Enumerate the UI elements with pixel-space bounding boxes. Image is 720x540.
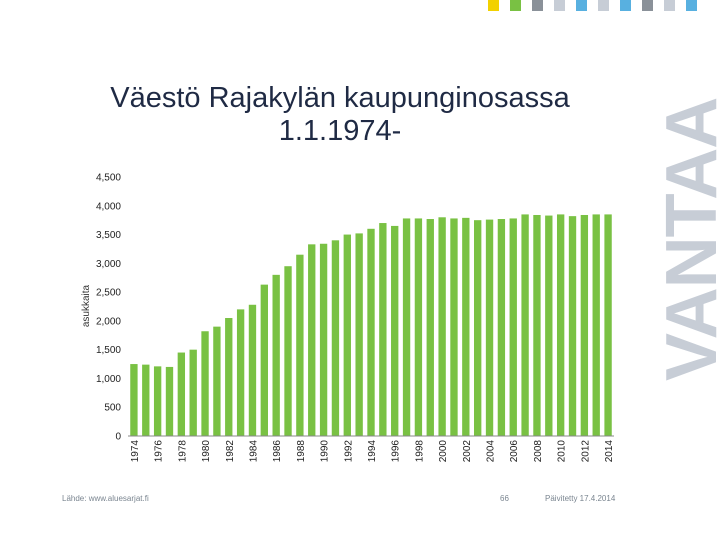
light-grey-square-icon	[598, 0, 609, 11]
y-tick-label: 0	[115, 432, 121, 443]
bar-1994	[367, 228, 375, 436]
bar-1979	[189, 349, 197, 436]
green-square-icon	[510, 0, 521, 11]
x-tick-label: 1990	[320, 440, 331, 463]
x-tick-label: 2008	[533, 440, 544, 463]
bar-1991	[331, 240, 340, 436]
bar-2004	[485, 219, 494, 436]
x-tick-label: 2014	[604, 440, 615, 463]
x-axis: 1974 1976 1978 1980 1982 1984 1986 1988 1990 1992…	[128, 435, 615, 463]
y-tick-label: 4,000	[96, 201, 121, 212]
bar-1975	[142, 364, 150, 436]
bar-1982	[225, 318, 233, 436]
y-axis-label: asukkaita	[81, 284, 92, 327]
y-tick-label: 1,500	[96, 345, 121, 356]
bar-1974	[130, 364, 138, 436]
bar-1986	[272, 274, 280, 436]
x-tick-label: 2010	[557, 440, 568, 463]
x-tick-label: 2000	[438, 440, 449, 463]
y-tick-label: 4,500	[96, 173, 121, 184]
x-tick-label: 1992	[343, 440, 354, 463]
blue-square-icon	[576, 0, 587, 11]
bar-2006	[509, 218, 517, 436]
light-grey-square-icon	[554, 0, 565, 11]
bar-2000	[438, 217, 446, 436]
vantaa-logo: VANTAA	[652, 98, 720, 381]
decorative-dots	[488, 0, 697, 11]
blue-square-icon	[686, 0, 697, 11]
y-tick-label: 2,500	[96, 288, 121, 299]
bar-2005	[497, 219, 506, 436]
bar-1987	[284, 266, 292, 436]
y-tick-label: 2,000	[96, 316, 121, 327]
bar-2009	[545, 215, 553, 436]
bar-2011	[568, 216, 577, 436]
bar-1990	[319, 243, 328, 436]
x-tick-label: 1994	[367, 440, 378, 463]
source-note: Lähde: www.aluesarjat.fi	[62, 494, 149, 503]
bar-2008	[533, 214, 541, 436]
bar-2014	[604, 214, 612, 436]
blue-square-icon	[620, 0, 631, 11]
x-tick-label: 1988	[296, 440, 307, 463]
bar-2010	[556, 214, 565, 436]
x-tick-label: 1980	[201, 440, 212, 463]
x-tick-label: 2004	[486, 440, 497, 463]
x-tick-label: 1978	[177, 440, 188, 463]
bar-1989	[308, 244, 316, 436]
bar-1977	[165, 366, 174, 436]
bar-2003	[474, 220, 482, 436]
yellow-square-icon	[488, 0, 499, 11]
y-tick-label: 3,500	[96, 230, 121, 241]
bar-1996	[391, 225, 399, 436]
bar-1988	[296, 254, 304, 436]
page-number: 66	[500, 494, 509, 503]
bar-2001	[450, 218, 458, 436]
bar-1985	[260, 284, 268, 436]
y-axis: 0 500 1,000 1,500 2,000 2,500 3,000 3,500 4,000 4…	[96, 173, 121, 443]
x-tick-label: 1984	[248, 440, 259, 463]
bar-1981	[213, 326, 221, 436]
x-tick-label: 1986	[272, 440, 283, 463]
x-tick-label: 1976	[154, 440, 165, 463]
bar-1995	[379, 223, 387, 436]
bar-1984	[248, 304, 257, 436]
chart-title: Väestö Rajakylän kaupunginosassa 1.1.197…	[90, 82, 590, 148]
vantaa-logo-text: VANTAA	[652, 98, 720, 381]
y-tick-label: 500	[104, 403, 121, 414]
x-tick-label: 1982	[225, 440, 236, 463]
bar-1978	[177, 352, 186, 436]
bars	[130, 214, 612, 436]
title-line-1: Väestö Rajakylän kaupunginosassa	[110, 82, 570, 114]
title-line-2: 1.1.1974-	[278, 115, 402, 147]
grey-square-icon	[532, 0, 543, 11]
x-tick-label: 2006	[509, 440, 520, 463]
bar-1993	[355, 233, 363, 436]
bar-1998	[414, 218, 423, 436]
bar-1992	[343, 234, 351, 436]
bar-1980	[201, 331, 209, 436]
bar-2012	[580, 214, 589, 436]
y-tick-label: 3,000	[96, 259, 121, 270]
bar-2007	[521, 214, 529, 436]
x-tick-label: 1996	[391, 440, 402, 463]
x-tick-label: 1974	[130, 440, 141, 463]
x-tick-label: 2002	[462, 440, 473, 463]
bar-2002	[462, 217, 470, 436]
grey-square-icon	[642, 0, 653, 11]
y-tick-label: 1,000	[96, 374, 121, 385]
bar-1999	[426, 219, 434, 436]
updated-date: Päivitetty 17.4.2014	[545, 494, 616, 503]
bar-2013	[592, 214, 600, 436]
x-tick-label: 2012	[580, 440, 591, 463]
bar-1976	[153, 366, 162, 436]
light-grey-square-icon	[664, 0, 675, 11]
bar-1983	[236, 309, 245, 436]
x-tick-label: 1998	[414, 440, 425, 463]
bar-1997	[402, 218, 411, 436]
